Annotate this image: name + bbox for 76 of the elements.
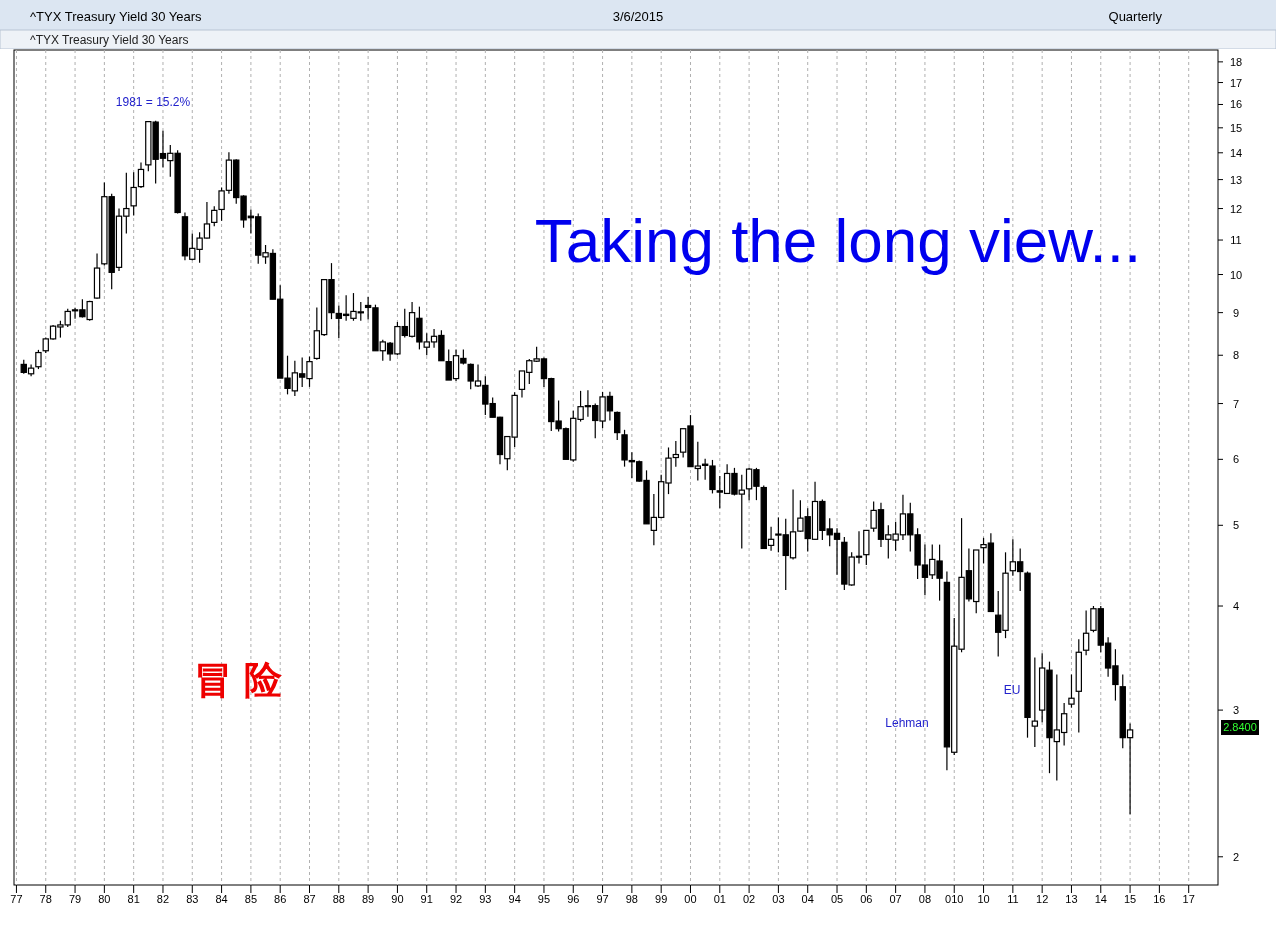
y-tick-label: 14 xyxy=(1229,146,1243,159)
y-tick-label: 5 xyxy=(1232,519,1240,532)
x-tick-label: 85 xyxy=(244,893,258,905)
x-tick-label: 17 xyxy=(1182,893,1195,905)
x-tick-label: 97 xyxy=(596,893,609,905)
y-tick-label: 17 xyxy=(1229,76,1243,89)
candlestick xyxy=(614,410,621,441)
text: Quarterly xyxy=(1108,9,1163,24)
x-tick-label: 94 xyxy=(508,893,521,905)
x-tick-label: 96 xyxy=(567,893,580,905)
y-tick-label: 12 xyxy=(1229,202,1243,215)
y-tick-label: 13 xyxy=(1229,173,1243,186)
x-tick-label: 07 xyxy=(889,893,902,905)
y-tick-label: 4 xyxy=(1232,600,1240,613)
x-tick-label: 10 xyxy=(977,893,990,905)
x-tick-label: 98 xyxy=(625,893,638,905)
chart-subtitle: ^TYX Treasury Yield 30 Years xyxy=(30,33,189,47)
x-tick-label: 89 xyxy=(361,893,375,905)
annotation: EU xyxy=(1003,683,1021,697)
x-tick-label: 90 xyxy=(391,893,404,905)
y-tick-label: 7 xyxy=(1232,397,1240,410)
x-tick-label: 95 xyxy=(537,893,551,905)
x-tick-label: 86 xyxy=(274,893,287,905)
x-tick-label: 11 xyxy=(1007,893,1019,905)
x-tick-label: 06 xyxy=(860,893,873,905)
x-tick-label: 02 xyxy=(742,893,756,905)
y-tick-label: 18 xyxy=(1229,55,1243,68)
candlestick xyxy=(137,161,145,189)
candlestick xyxy=(1082,609,1090,656)
x-tick-label: 16 xyxy=(1153,893,1166,905)
x-tick-label: 010 xyxy=(945,893,964,905)
y-tick-label: 10 xyxy=(1229,268,1243,281)
x-tick-label: 03 xyxy=(772,893,785,905)
x-tick-label: 87 xyxy=(303,893,316,905)
x-tick-label: 08 xyxy=(918,893,932,905)
x-tick-label: 78 xyxy=(39,893,52,905)
x-tick-label: 80 xyxy=(98,893,111,905)
y-tick-label: 8 xyxy=(1232,349,1240,362)
candlestick xyxy=(130,171,137,217)
y-tick-label: 16 xyxy=(1229,98,1243,111)
y-tick-label: 11 xyxy=(1230,234,1242,247)
y-tick-label: 15 xyxy=(1229,121,1243,134)
y-tick-label: 2 xyxy=(1232,850,1240,863)
y-tick-label: 9 xyxy=(1232,306,1240,319)
x-tick-label: 13 xyxy=(1065,893,1078,905)
chart-title: ^TYX Treasury Yield 30 Years xyxy=(30,9,203,24)
x-tick-label: 14 xyxy=(1094,893,1107,905)
candlestick xyxy=(1068,673,1075,709)
x-tick-label: 00 xyxy=(684,893,697,905)
candlestick xyxy=(1031,656,1039,748)
x-tick-label: 81 xyxy=(127,893,140,905)
annotation: Taking the long view... xyxy=(534,206,1142,275)
x-tick-label: 99 xyxy=(655,893,668,905)
x-tick-label: 77 xyxy=(10,893,23,905)
x-tick-label: 93 xyxy=(479,893,492,905)
annotation: Lehman xyxy=(885,716,929,730)
text: 3/6/2015 xyxy=(612,9,664,24)
x-tick-label: 82 xyxy=(156,893,170,905)
x-tick-label: 84 xyxy=(215,893,228,905)
x-tick-label: 12 xyxy=(1036,893,1049,905)
candlestick xyxy=(211,205,218,227)
x-tick-label: 15 xyxy=(1123,893,1137,905)
x-tick-label: 91 xyxy=(420,893,433,905)
annotation: 冒险 xyxy=(194,657,294,702)
y-tick-label: 6 xyxy=(1232,453,1240,466)
x-tick-label: 79 xyxy=(68,893,82,905)
x-tick-label: 83 xyxy=(186,893,199,905)
y-tick-label: 3 xyxy=(1232,704,1240,717)
x-tick-label: 05 xyxy=(830,893,844,905)
annotation: 1981 = 15.2% xyxy=(115,95,191,109)
x-tick-label: 92 xyxy=(449,893,463,905)
text: 2.8400 xyxy=(1223,721,1257,733)
x-tick-label: 01 xyxy=(713,893,726,905)
x-tick-label: 88 xyxy=(332,893,345,905)
x-tick-label: 04 xyxy=(801,893,814,905)
candlestick xyxy=(35,349,42,370)
